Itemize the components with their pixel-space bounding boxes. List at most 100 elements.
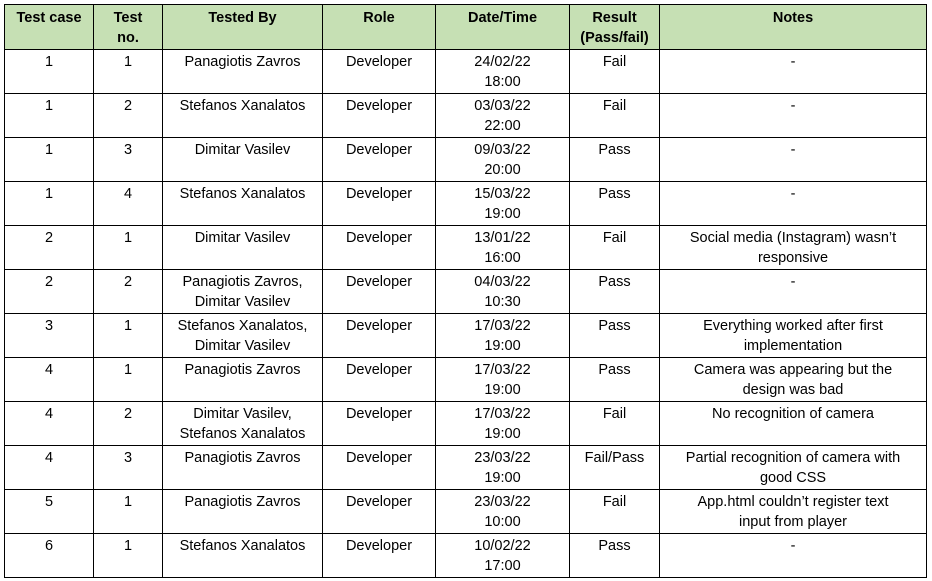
cell-test-case: 1 (4, 49, 94, 94)
test-case-value: 6 (44, 538, 54, 554)
role-value: Developer (345, 450, 413, 466)
notes-line1: Everything worked after first (703, 318, 883, 334)
test-no-value: 2 (123, 406, 133, 422)
result-value: Fail (602, 54, 627, 70)
table-row: 1 1 Panagiotis Zavros Developer 24/02/22… (4, 49, 927, 94)
cell-datetime: 24/02/22 18:00 (435, 49, 570, 94)
header-tested-by-label: Tested By (208, 10, 277, 26)
cell-datetime: 09/03/22 20:00 (435, 137, 570, 182)
test-no-value: 2 (123, 274, 133, 290)
cell-notes: Social media (Instagram) wasn’t responsiv… (659, 225, 927, 270)
cell-datetime: 17/03/22 19:00 (435, 401, 570, 446)
table-row: 1 3 Dimitar Vasilev Developer 09/03/22 20… (4, 137, 927, 182)
test-no-value: 1 (123, 362, 133, 378)
cell-tested-by: Panagiotis Zavros (162, 49, 323, 94)
cell-datetime: 13/01/22 16:00 (435, 225, 570, 270)
cell-role: Developer (322, 137, 436, 182)
cell-tested-by: Panagiotis Zavros (162, 445, 323, 490)
notes-line2: responsive (757, 250, 829, 266)
cell-tested-by: Stefanos Xanalatos, Dimitar Vasilev (162, 313, 323, 358)
cell-result: Pass (569, 533, 660, 578)
cell-tested-by: Stefanos Xanalatos (162, 181, 323, 226)
test-no-value: 3 (123, 142, 133, 158)
result-value: Fail (602, 494, 627, 510)
cell-test-case: 4 (4, 445, 94, 490)
cell-tested-by: Stefanos Xanalatos (162, 93, 323, 138)
role-value: Developer (345, 406, 413, 422)
tested-by-line1: Panagiotis Zavros, (182, 274, 303, 290)
cell-role: Developer (322, 225, 436, 270)
header-role-label: Role (363, 10, 395, 26)
date-value: 09/03/22 (474, 142, 531, 158)
test-case-value: 5 (44, 494, 54, 510)
time-value: 16:00 (484, 250, 521, 266)
header-result-label-line2: (Pass/fail) (580, 30, 649, 46)
cell-datetime: 17/03/22 19:00 (435, 313, 570, 358)
test-case-value: 1 (44, 98, 54, 114)
cell-test-no: 3 (93, 445, 163, 490)
test-case-value: 1 (44, 142, 54, 158)
cell-notes: App.html couldn’t register text input fro… (659, 489, 927, 534)
cell-tested-by: Dimitar Vasilev (162, 225, 323, 270)
time-value: 10:30 (484, 294, 521, 310)
test-case-value: 4 (44, 362, 54, 378)
cell-test-no: 1 (93, 489, 163, 534)
test-case-value: 1 (44, 54, 54, 70)
notes-line1: App.html couldn’t register text (697, 494, 889, 510)
header-test-no: Test no. (93, 4, 163, 50)
test-case-value: 4 (44, 450, 54, 466)
cell-role: Developer (322, 181, 436, 226)
time-value: 19:00 (484, 470, 521, 486)
role-value: Developer (345, 362, 413, 378)
test-no-value: 1 (123, 318, 133, 334)
cell-result: Fail (569, 49, 660, 94)
test-no-value: 1 (123, 54, 133, 70)
result-value: Fail/Pass (584, 450, 645, 466)
header-row: Test case Test no. Tested By Role Date/Ti… (4, 4, 927, 50)
cell-notes: - (659, 533, 927, 578)
notes-line1: No recognition of camera (712, 406, 874, 422)
table-row: 4 2 Dimitar Vasilev, Stefanos Xanalatos D… (4, 401, 927, 446)
cell-result: Pass (569, 313, 660, 358)
cell-datetime: 23/03/22 19:00 (435, 445, 570, 490)
header-role: Role (322, 4, 436, 50)
notes-line1: Camera was appearing but the (693, 362, 893, 378)
cell-tested-by: Dimitar Vasilev (162, 137, 323, 182)
notes-line1: - (790, 274, 796, 290)
cell-test-case: 2 (4, 225, 94, 270)
test-case-value: 4 (44, 406, 54, 422)
table-row: 2 2 Panagiotis Zavros, Dimitar Vasilev De… (4, 269, 927, 314)
tested-by-line1: Dimitar Vasilev (194, 142, 291, 158)
cell-result: Fail (569, 489, 660, 534)
tested-by-line1: Panagiotis Zavros (184, 54, 301, 70)
cell-role: Developer (322, 269, 436, 314)
tested-by-line1: Panagiotis Zavros (184, 494, 301, 510)
cell-test-case: 3 (4, 313, 94, 358)
time-value: 19:00 (484, 426, 521, 442)
header-test-no-label-line1: Test (113, 10, 143, 26)
table-header: Test case Test no. Tested By Role Date/Ti… (4, 4, 927, 50)
role-value: Developer (345, 54, 413, 70)
date-value: 04/03/22 (474, 274, 531, 290)
cell-test-no: 1 (93, 49, 163, 94)
header-tested-by: Tested By (162, 4, 323, 50)
cell-datetime: 15/03/22 19:00 (435, 181, 570, 226)
header-test-no-label-line2: no. (117, 30, 139, 46)
cell-tested-by: Dimitar Vasilev, Stefanos Xanalatos (162, 401, 323, 446)
cell-test-case: 5 (4, 489, 94, 534)
cell-tested-by: Panagiotis Zavros (162, 489, 323, 534)
test-no-value: 1 (123, 538, 133, 554)
notes-line1: Partial recognition of camera with (685, 450, 901, 466)
time-value: 19:00 (484, 206, 521, 222)
date-value: 10/02/22 (474, 538, 531, 554)
result-value: Fail (602, 406, 627, 422)
tested-by-line1: Stefanos Xanalatos (179, 186, 306, 202)
header-test-case: Test case (4, 4, 94, 50)
cell-role: Developer (322, 49, 436, 94)
time-value: 19:00 (484, 338, 521, 354)
tested-by-line1: Stefanos Xanalatos (179, 98, 306, 114)
role-value: Developer (345, 230, 413, 246)
cell-role: Developer (322, 445, 436, 490)
table-row: 2 1 Dimitar Vasilev Developer 13/01/22 16… (4, 225, 927, 270)
tested-by-line1: Panagiotis Zavros (184, 362, 301, 378)
